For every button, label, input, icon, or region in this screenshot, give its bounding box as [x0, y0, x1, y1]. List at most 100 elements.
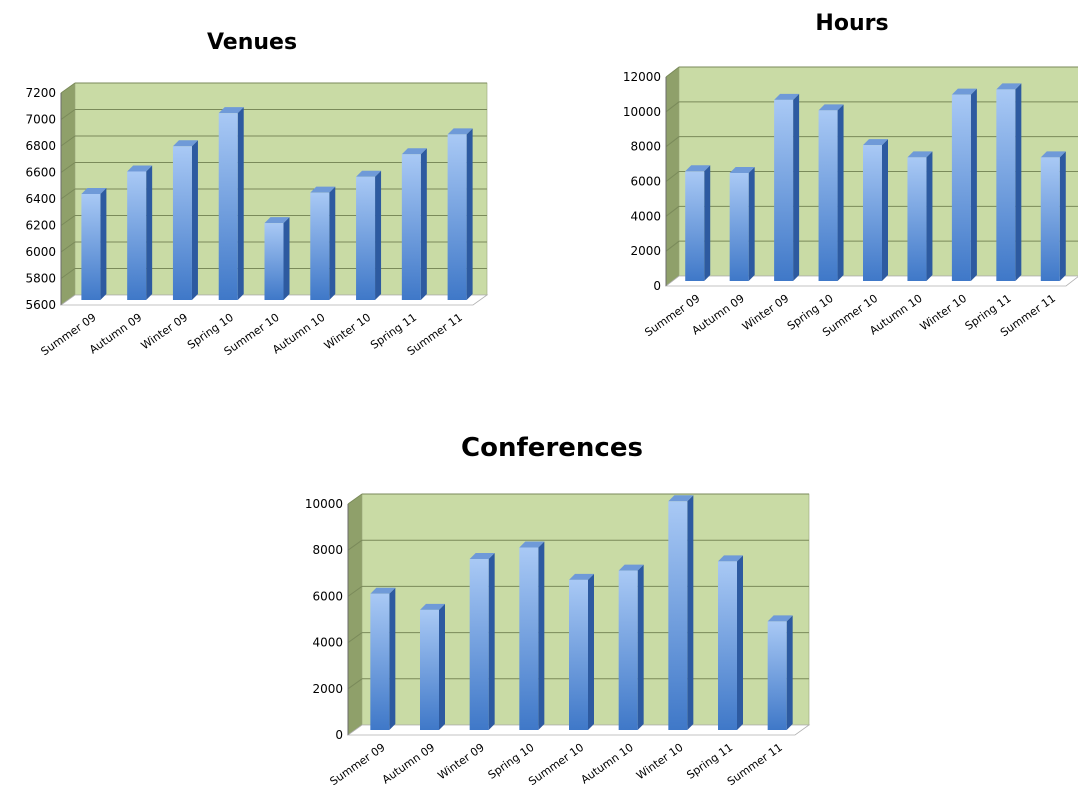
venues-chart-title: Venues: [207, 30, 297, 55]
hours-bar-side: [926, 151, 933, 281]
hours-bar-top: [907, 151, 933, 158]
conferences-gridline-side: [347, 632, 363, 644]
hours-bar-front: [729, 173, 749, 281]
conferences-bar: [668, 495, 694, 730]
hours-bar-front: [1040, 157, 1060, 281]
hours-bar-top: [1040, 151, 1066, 158]
hours-x-tick-label: Winter 10: [918, 292, 969, 333]
venues-bar-top: [356, 170, 382, 177]
venues-bar-front: [81, 194, 101, 300]
hours-gridline-side: [665, 136, 680, 148]
hours-bar-top: [685, 165, 711, 172]
venues-bar: [127, 165, 153, 300]
conferences-gridline-side: [347, 585, 363, 597]
hours-bar-side: [970, 88, 977, 282]
hours-bar-top: [996, 83, 1022, 90]
conferences-gridline-side: [347, 493, 363, 505]
conferences-y-tick-label: 8000: [312, 543, 343, 557]
hours-bar: [774, 93, 800, 281]
conferences-bar: [569, 573, 594, 730]
hours-bar: [996, 83, 1022, 282]
conferences-x-tick-label: Summer 10: [526, 741, 586, 788]
conferences-bar-top: [767, 615, 793, 622]
venues-gridline-side: [60, 188, 76, 200]
venues-bar-side: [375, 170, 382, 300]
venues-bar: [81, 188, 107, 300]
conferences-bar: [469, 553, 495, 730]
conferences-bar-side: [439, 603, 445, 730]
venues-bar-front: [172, 146, 192, 300]
venues-bar-side: [329, 186, 336, 300]
venues-bar: [447, 128, 473, 300]
conferences-bar-front: [370, 593, 390, 730]
venues-bar: [264, 217, 290, 300]
venues-bar-top: [264, 217, 290, 224]
conferences-bar-side: [389, 587, 396, 730]
venues-bar-top: [447, 128, 473, 135]
venues-bar: [401, 148, 427, 300]
venues-bar-top: [310, 186, 336, 193]
hours-gridline-side: [665, 171, 680, 182]
hours-bar-side: [748, 167, 755, 281]
hours-gridline-side: [665, 101, 680, 113]
venues-bar: [356, 170, 382, 300]
hours-bar-front: [907, 157, 927, 281]
venues-bar-front: [218, 113, 238, 300]
venues-bar-top: [218, 107, 244, 114]
hours-bar: [907, 151, 933, 281]
hours-y-tick-label: 10000: [623, 105, 661, 119]
venues-bar-top: [127, 165, 153, 172]
hours-gridline-side: [665, 66, 680, 78]
conferences-bar-top: [668, 495, 694, 502]
venues-bar-side: [466, 128, 473, 300]
conferences-side-wall: [348, 494, 362, 735]
venues-y-tick-label: 5600: [25, 298, 56, 312]
conferences-bar-side: [786, 615, 793, 730]
venues-bar-side: [420, 148, 427, 300]
venues-bar-front: [447, 134, 467, 300]
hours-bar-front: [951, 94, 971, 282]
conferences-x-tick-label: Autumn 10: [578, 741, 635, 787]
venues-gridline-side: [60, 162, 76, 173]
conferences-bar: [718, 555, 743, 730]
conferences-bar-front: [668, 501, 688, 730]
conferences-chart-title: Conferences: [461, 433, 643, 463]
venues-bar-front: [356, 176, 376, 300]
hours-bar-side: [793, 93, 800, 281]
conferences-bar-front: [519, 547, 539, 730]
hours-x-tick-label: Winter 09: [740, 292, 791, 333]
conferences-bar-front: [469, 559, 489, 730]
conferences-x-tick-label: Summer 11: [725, 741, 785, 788]
conferences-gridline-side: [347, 678, 363, 690]
hours-bar-top: [951, 88, 977, 95]
venues-y-tick-label: 7000: [25, 113, 56, 127]
conferences-bar-side: [488, 553, 495, 730]
conferences-x-tick-label: Winter 10: [634, 741, 685, 782]
hours-bar-side: [882, 139, 888, 281]
hours-chart-title: Hours: [815, 11, 888, 36]
venues-bar: [218, 107, 244, 300]
hours-bar-side: [837, 104, 844, 281]
venues-y-tick-label: 7200: [25, 86, 56, 100]
venues-bar: [172, 140, 198, 300]
venues-bar-side: [283, 217, 290, 300]
hours-bar-front: [774, 99, 794, 281]
venues-x-tick-label: Winter 09: [139, 311, 190, 352]
venues-gridline-side: [60, 241, 76, 253]
hours-bar: [729, 167, 755, 281]
hours-bar: [863, 139, 888, 281]
hours-chart: Hours 020004000600080001000012000Summer …: [623, 11, 1078, 339]
conferences-bar-front: [420, 609, 439, 730]
hours-bar-side: [1015, 83, 1022, 282]
hours-bar: [818, 104, 844, 281]
hours-bar-front: [818, 110, 838, 281]
venues-bar-front: [310, 192, 330, 300]
hours-bar-top: [729, 167, 755, 174]
venues-gridline-side: [60, 215, 76, 226]
conferences-y-tick-label: 6000: [312, 589, 343, 603]
hours-bar: [685, 165, 711, 281]
venues-y-tick-label: 5800: [25, 272, 56, 286]
venues-gridline-side: [60, 109, 76, 120]
venues-chart: Venues 5600 5800 6000 6200 6400 6600 6800 7000 7…: [25, 30, 489, 358]
